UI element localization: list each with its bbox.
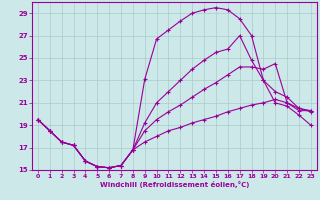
X-axis label: Windchill (Refroidissement éolien,°C): Windchill (Refroidissement éolien,°C)	[100, 181, 249, 188]
